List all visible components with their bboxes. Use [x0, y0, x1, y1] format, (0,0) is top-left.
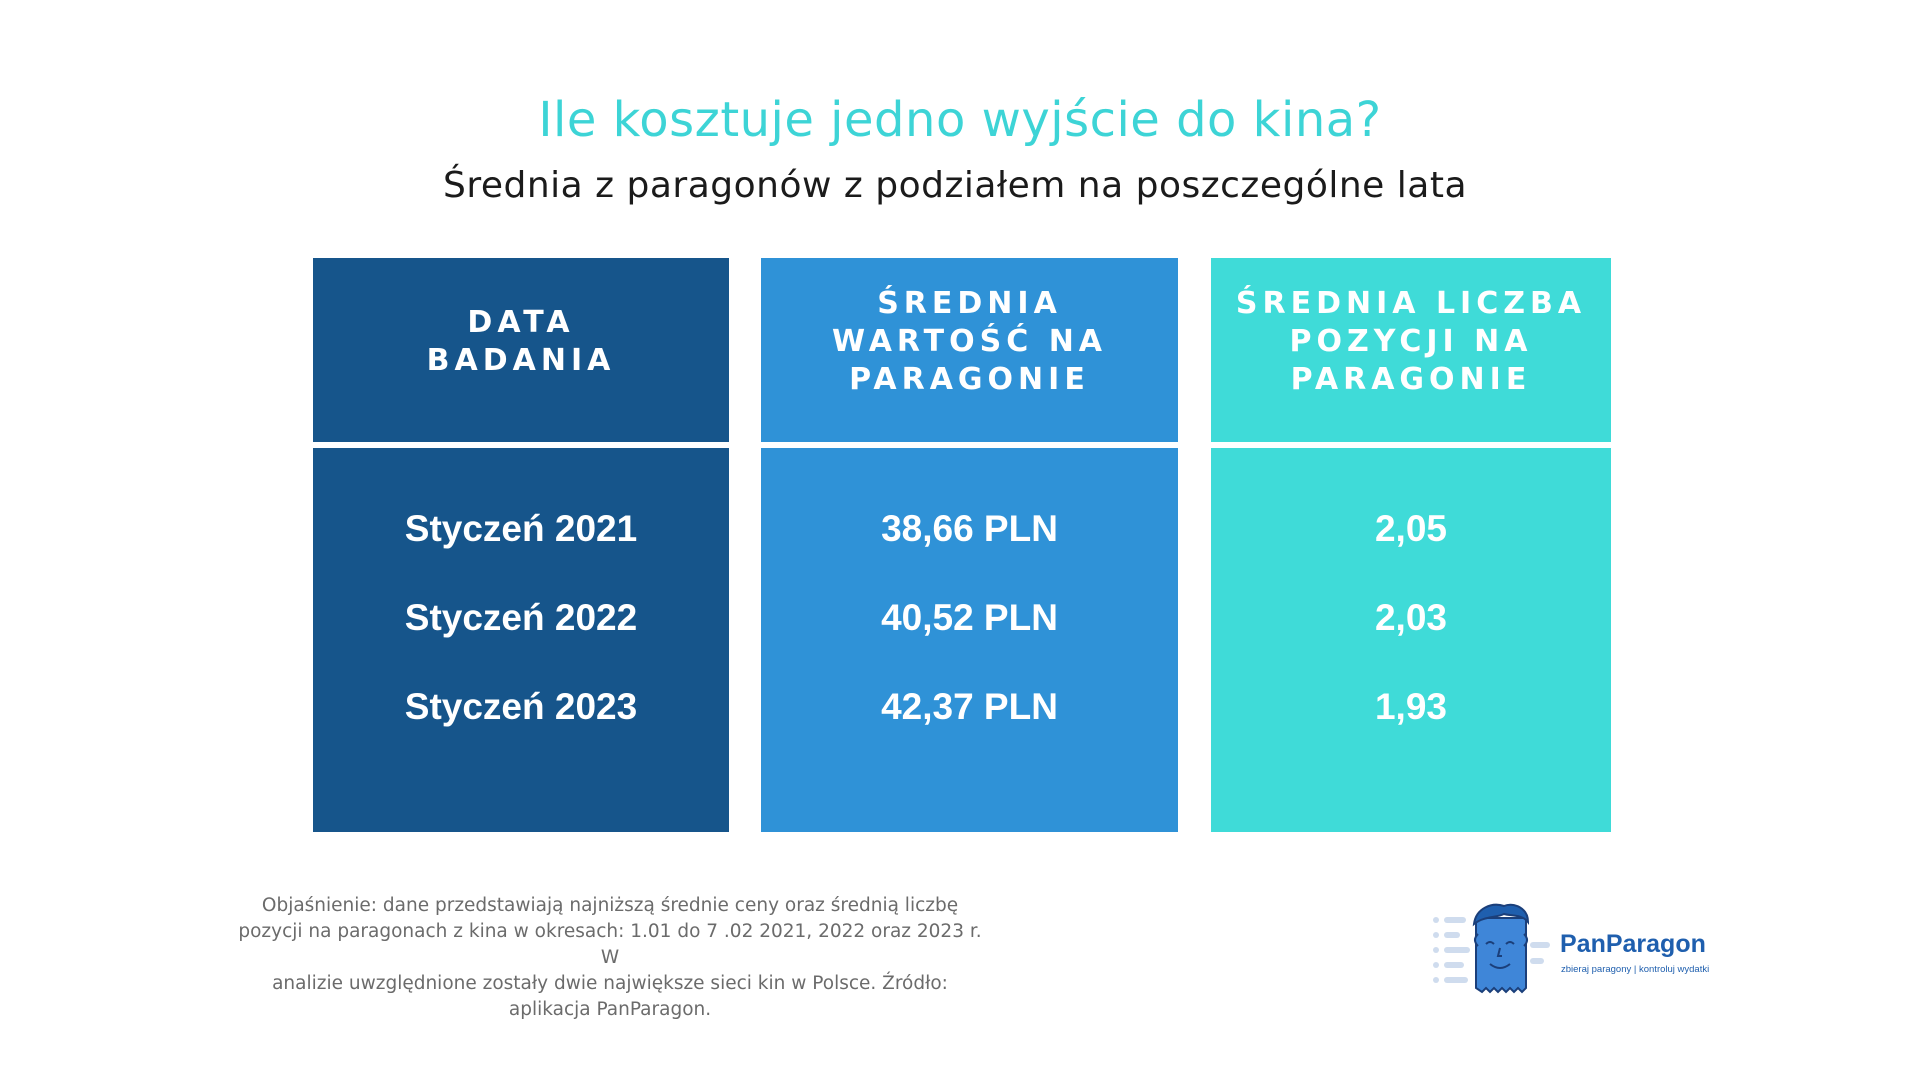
brand-logo: [1430, 900, 1710, 1000]
column-header-line: WARTOŚĆ NA: [831, 324, 1108, 359]
column-header-line: PARAGONIE: [1290, 362, 1532, 397]
column-body-date: Styczeń 2021 Styczeń 2022 Styczeń 2023: [313, 448, 729, 832]
table-cell-date: Styczeń 2023: [404, 686, 638, 727]
brand-name: PanParagon: [1560, 930, 1706, 958]
table-cell-avg-value: 40,52 PLN: [881, 597, 1058, 638]
table-cell-avg-items: 2,03: [1374, 597, 1447, 638]
footnote-line: Objaśnienie: dane przedstawiają najniższ…: [261, 895, 959, 916]
column-header-line: POZYCJI NA: [1289, 324, 1533, 359]
column-header-line: PARAGONIE: [849, 362, 1090, 397]
column-header-line: DATA: [467, 305, 575, 340]
column-header-avg-items: ŚREDNIA LICZBA POZYCJI NA PARAGONIE: [1211, 258, 1611, 442]
table-cell-date: Styczeń 2022: [404, 597, 638, 638]
footnote-line: pozycji na paragonach z kina w okresach:…: [238, 921, 982, 968]
footnote-line: aplikacja PanParagon.: [508, 999, 712, 1020]
receipt-mascot-icon: [1433, 903, 1550, 994]
brand-tagline: zbieraj paragony | kontroluj wydatki: [1561, 964, 1710, 975]
column-header-line: ŚREDNIA: [877, 286, 1062, 321]
column-header-avg-value: ŚREDNIA WARTOŚĆ NA PARAGONIE: [761, 258, 1178, 442]
table-cell-avg-value: 42,37 PLN: [881, 686, 1058, 727]
column-header-line: ŚREDNIA LICZBA: [1235, 286, 1587, 321]
table-cell-avg-value: 38,66 PLN: [881, 508, 1058, 549]
page-subtitle: Średnia z paragonów z podziałem na poszc…: [442, 165, 1468, 206]
table-cell-avg-items: 2,05: [1374, 508, 1447, 549]
table-cell-date: Styczeń 2021: [404, 508, 638, 549]
column-body-avg-value: 38,66 PLN 40,52 PLN 42,37 PLN: [761, 448, 1178, 832]
footnote: Objaśnienie: dane przedstawiają najniższ…: [230, 893, 990, 1023]
table-cell-avg-items: 1,93: [1374, 686, 1447, 727]
column-header-line: BADANIA: [426, 343, 616, 378]
footnote-line: analizie uwzględnione zostały dwie najwi…: [272, 973, 948, 994]
page-title: Ile kosztuje jedno wyjście do kina?: [538, 92, 1382, 148]
column-body-avg-items: 2,05 2,03 1,93: [1211, 448, 1611, 832]
column-header-date: DATA BADANIA: [313, 258, 729, 442]
